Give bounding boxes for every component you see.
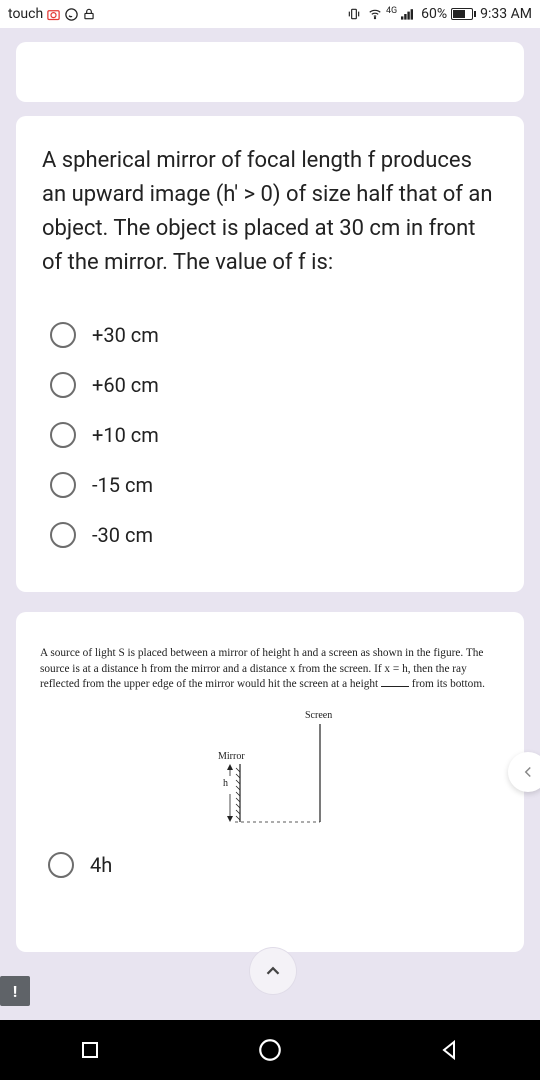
- radio-icon[interactable]: [50, 322, 76, 348]
- status-left: touch: [8, 6, 96, 22]
- option-label: -15 cm: [92, 473, 153, 497]
- wifi-icon: [366, 7, 384, 21]
- time-label: 9:33 AM: [480, 6, 532, 22]
- back-button[interactable]: [438, 1038, 462, 1062]
- option-label: 4h: [90, 853, 112, 877]
- optics-diagram: Screen Mirror h: [40, 704, 500, 834]
- radio-icon[interactable]: [50, 372, 76, 398]
- home-button[interactable]: [257, 1037, 283, 1063]
- status-right: 4G 60% 9:33 AM: [346, 6, 532, 22]
- blank-line: [381, 678, 409, 687]
- alert-icon[interactable]: !: [0, 976, 30, 1006]
- option-label: -30 cm: [92, 523, 153, 547]
- mirror-label: Mirror: [218, 751, 245, 762]
- question-card-2: A source of light S is placed between a …: [16, 612, 524, 952]
- scroll-hint-button[interactable]: [508, 752, 540, 792]
- question-card-1: A spherical mirror of focal length f pro…: [16, 116, 524, 592]
- network-label: 4G: [386, 6, 397, 16]
- option-row[interactable]: +30 cm: [42, 310, 498, 360]
- recent-apps-button[interactable]: [78, 1038, 102, 1062]
- radio-icon[interactable]: [50, 422, 76, 448]
- collapse-button[interactable]: [250, 948, 296, 994]
- vibrate-icon: [346, 7, 362, 21]
- camera-icon: [46, 7, 61, 22]
- card-previous-stub: [16, 42, 524, 102]
- screen-label: Screen: [305, 710, 332, 721]
- option-label: +30 cm: [92, 323, 159, 347]
- option-row[interactable]: 4h: [40, 840, 500, 890]
- content-area: A spherical mirror of focal length f pro…: [0, 42, 540, 1034]
- options-group-1: +30 cm +60 cm +10 cm -15 cm -30 cm: [42, 310, 498, 560]
- battery-pct: 60%: [421, 6, 447, 22]
- option-row[interactable]: +10 cm: [42, 410, 498, 460]
- battery-icon: [451, 8, 476, 20]
- signal-icon: [401, 7, 417, 21]
- option-label: +60 cm: [92, 373, 159, 397]
- whatsapp-icon: [64, 7, 79, 22]
- option-row[interactable]: +60 cm: [42, 360, 498, 410]
- option-label: +10 cm: [92, 423, 159, 447]
- h-label: h: [223, 778, 228, 789]
- question2-text: A source of light S is placed between a …: [40, 646, 500, 692]
- touch-label: touch: [8, 6, 43, 22]
- options-group-2: 4h: [40, 840, 500, 890]
- android-nav-bar: [0, 1020, 540, 1080]
- lock-icon: [82, 7, 96, 21]
- option-row[interactable]: -15 cm: [42, 460, 498, 510]
- radio-icon[interactable]: [48, 852, 74, 878]
- radio-icon[interactable]: [50, 472, 76, 498]
- q2-text-post: from its bottom.: [409, 678, 485, 690]
- status-bar: touch 4G 60% 9:33 AM: [0, 0, 540, 28]
- option-row[interactable]: -30 cm: [42, 510, 498, 560]
- question-text: A spherical mirror of focal length f pro…: [42, 144, 498, 280]
- radio-icon[interactable]: [50, 522, 76, 548]
